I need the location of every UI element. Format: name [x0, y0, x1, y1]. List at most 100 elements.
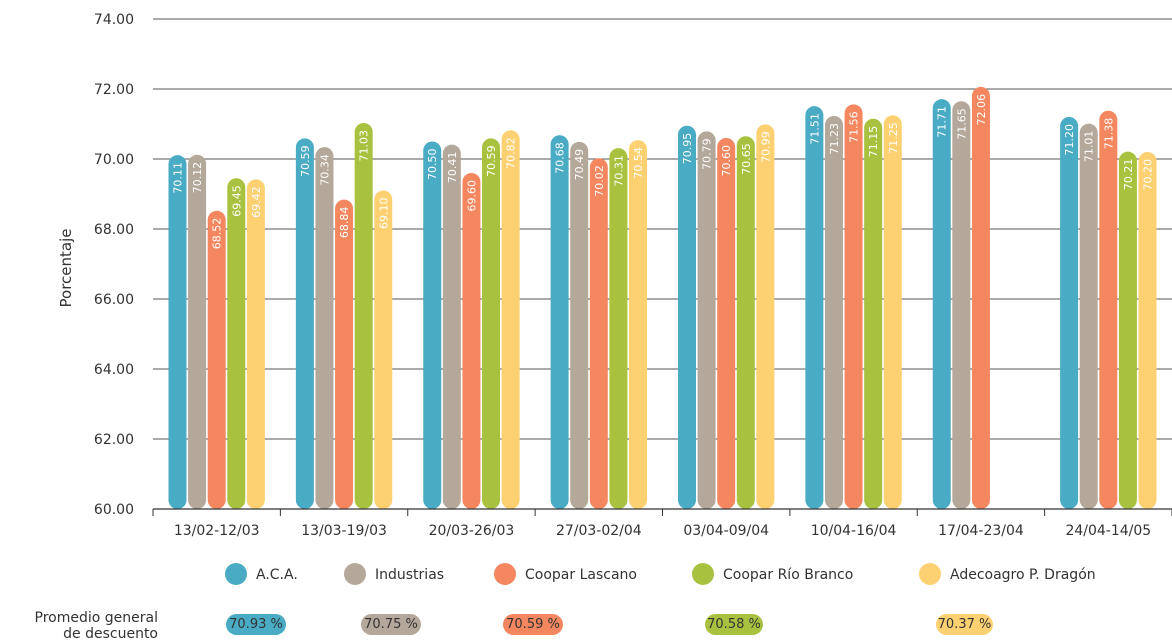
- bar: [1138, 152, 1157, 509]
- x-tick-label: 20/03-26/03: [429, 523, 515, 539]
- data-label: 71.01: [1083, 131, 1096, 163]
- data-label: 70.11: [171, 162, 184, 194]
- bar: [844, 104, 863, 510]
- x-tick-label: 27/03-02/04: [556, 523, 642, 539]
- bar: [805, 106, 824, 510]
- bar: [550, 135, 569, 509]
- data-label: 71.51: [808, 113, 821, 144]
- legend-swatch: [225, 563, 247, 585]
- y-axis-label: Porcentaje: [57, 229, 75, 308]
- y-tick-label: 62.00: [94, 432, 134, 448]
- y-tick-label: 74.00: [94, 12, 134, 28]
- bar: [1118, 151, 1137, 509]
- data-label: 71.65: [955, 108, 968, 140]
- bar: [589, 158, 608, 510]
- data-label: 70.65: [740, 143, 753, 175]
- bar: [295, 138, 314, 509]
- data-label: 71.03: [358, 130, 371, 162]
- bar: [1060, 117, 1079, 509]
- bar: [824, 115, 843, 509]
- data-label: 71.25: [887, 122, 900, 154]
- bar: [677, 125, 696, 509]
- x-tick-label: 03/04-09/04: [683, 523, 769, 539]
- x-tick-label: 13/03-19/03: [301, 523, 387, 539]
- data-label: 70.60: [720, 145, 733, 177]
- y-axis-ticks: 60.00 62.00 64.00 66.00 68.00 70.00 72.00 74.00: [94, 12, 134, 518]
- bar: [168, 155, 187, 509]
- bar: [374, 190, 393, 509]
- bar: [246, 179, 265, 510]
- legend-swatch: [692, 563, 714, 585]
- data-label: 70.68: [554, 142, 567, 174]
- bar: [207, 210, 226, 510]
- data-label: 70.79: [701, 138, 714, 170]
- legend-label: Coopar Lascano: [525, 567, 637, 583]
- data-label: 70.99: [759, 131, 772, 163]
- legend-label: Coopar Río Branco: [723, 567, 853, 583]
- average-badge: 70.37 %: [936, 614, 993, 635]
- bar: [442, 144, 461, 509]
- average-badge: 70.59 %: [503, 614, 563, 635]
- data-label: 70.95: [681, 133, 694, 165]
- data-label: 71.15: [867, 126, 880, 158]
- bar: [952, 101, 971, 509]
- bars: 70.11 70.12 68.52 69.45 69.42 70.59 70.34 68.84…: [168, 86, 1157, 510]
- bar: [971, 86, 990, 510]
- data-label: 69.10: [377, 198, 390, 230]
- data-label: 69.60: [465, 180, 478, 212]
- average-caption-line1: Promedio general: [34, 610, 158, 626]
- bar: [482, 138, 501, 509]
- x-tick-label: 13/02-12/03: [174, 523, 260, 539]
- bar: [736, 136, 755, 509]
- data-label: 68.52: [211, 218, 224, 250]
- y-tick-label: 66.00: [94, 292, 134, 308]
- bar: [697, 131, 716, 509]
- legend: A.C.A. Industrias Coopar Lascano Coopar Río…: [225, 563, 1096, 585]
- data-label: 70.54: [632, 147, 645, 179]
- data-label: 70.02: [593, 165, 606, 197]
- y-tick-label: 70.00: [94, 152, 134, 168]
- data-label: 70.49: [573, 149, 586, 181]
- legend-swatch: [344, 563, 366, 585]
- data-label: 72.06: [975, 94, 988, 126]
- data-label: 71.56: [848, 111, 861, 142]
- data-label: 71.23: [828, 123, 841, 155]
- legend-swatch: [494, 563, 516, 585]
- y-tick-label: 60.00: [94, 502, 134, 518]
- bar: [756, 124, 775, 509]
- bar: [227, 178, 246, 509]
- x-tick-label: 24/04-14/05: [1065, 523, 1151, 539]
- data-label: 68.84: [338, 207, 351, 239]
- bar: [335, 199, 354, 509]
- bar: [1099, 110, 1118, 509]
- data-label: 71.38: [1102, 118, 1115, 150]
- bar: [629, 140, 648, 509]
- average-caption-line2: de descuento: [63, 626, 158, 642]
- data-label: 69.45: [230, 185, 243, 217]
- bar: [609, 148, 628, 509]
- bar: [188, 154, 207, 510]
- bar: [864, 118, 883, 509]
- legend-label: Industrias: [375, 567, 444, 583]
- bar: [501, 130, 520, 510]
- y-tick-label: 72.00: [94, 82, 134, 98]
- bar: [354, 122, 373, 509]
- average-caption: Promedio general de descuento: [0, 610, 158, 642]
- bar: [315, 147, 334, 509]
- legend-label: A.C.A.: [256, 567, 298, 583]
- data-label: 70.59: [485, 145, 498, 177]
- y-tick-label: 68.00: [94, 222, 134, 238]
- data-label: 70.20: [1142, 159, 1155, 191]
- data-label: 70.12: [191, 162, 204, 194]
- bar: [1079, 123, 1098, 510]
- bar: [717, 138, 736, 509]
- x-axis: 13/02-12/03 13/03-19/03 20/03-26/03 27/03-0…: [152, 508, 1172, 539]
- average-badge: 70.75 %: [361, 614, 421, 635]
- data-label: 71.71: [936, 106, 949, 137]
- data-label: 70.31: [612, 155, 625, 187]
- average-badge: 70.58 %: [705, 614, 763, 635]
- data-label: 70.41: [446, 152, 459, 184]
- data-label: 70.21: [1122, 159, 1135, 191]
- bar: [883, 115, 902, 509]
- legend-swatch: [919, 563, 941, 585]
